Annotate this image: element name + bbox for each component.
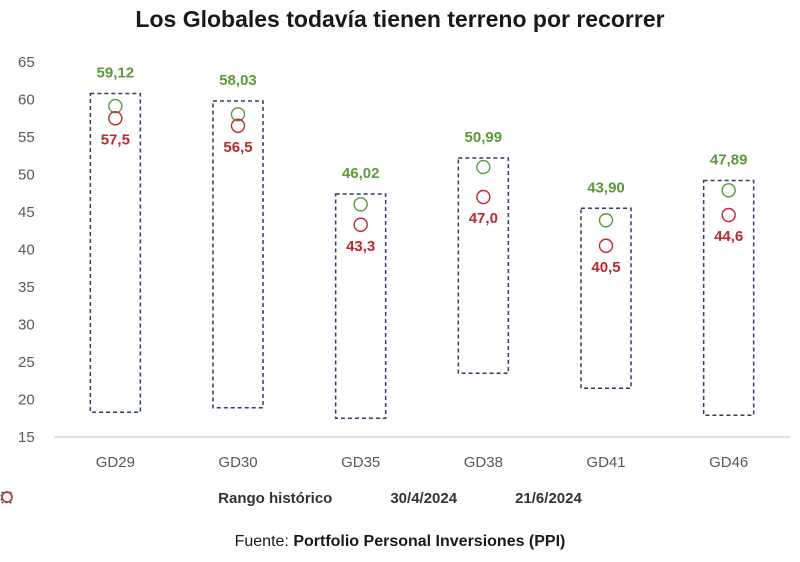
point-series-1 [598, 213, 614, 228]
data-label-series-1: 43,90 [587, 179, 625, 196]
range-box [457, 157, 510, 374]
point-series-2 [598, 238, 614, 253]
x-tick-label: GD29 [96, 454, 135, 471]
y-tick-label: 30 [18, 317, 35, 334]
chart-plot: 15 20 25 30 35 40 45 50 55 60 65 GD29 59,12 57,5 GD30 5… [18, 54, 790, 471]
range-box [334, 193, 387, 419]
legend-series-1-label: 30/4/2024 [390, 490, 458, 507]
x-tick-label: GD46 [709, 454, 748, 471]
x-tick-label: GD41 [586, 454, 625, 471]
point-series-1 [476, 159, 491, 175]
data-label-series-1: 59,12 [97, 65, 135, 82]
point-series-2 [476, 189, 491, 205]
y-tick-label: 60 [18, 92, 35, 109]
data-label-series-1: 46,02 [342, 165, 380, 182]
point-series-1 [108, 98, 123, 114]
range-box [212, 100, 264, 409]
legend-series-2-label: 21/6/2024 [515, 490, 582, 507]
y-tick-label: 45 [18, 204, 35, 221]
legend-item-range: Rango histórico [0, 490, 333, 507]
data-label-series-2: 47,0 [469, 210, 498, 227]
legend-item-series-2: 21/6/2024 [1, 490, 582, 507]
y-tick-label: 20 [18, 392, 35, 409]
y-tick-label: 25 [18, 354, 35, 371]
data-label-series-2: 43,3 [346, 238, 375, 255]
source-note: Fuente: Portfolio Personal Inversiones (… [0, 533, 800, 551]
chart-legend: Rango histórico 30/4/2024 21/6/2024 [0, 490, 800, 507]
point-series-1 [230, 107, 246, 122]
source-name: Portfolio Personal Inversiones (PPI) [293, 533, 566, 550]
data-label-series-2: 44,6 [714, 228, 743, 245]
range-box [580, 207, 632, 389]
y-tick-label: 40 [18, 242, 35, 259]
point-series-2 [108, 111, 123, 126]
data-label-series-2: 40,5 [591, 259, 620, 276]
y-tick-label: 35 [18, 279, 35, 296]
y-tick-label: 55 [18, 129, 35, 146]
x-tick-label: GD35 [341, 454, 380, 471]
x-tick-label: GD30 [218, 454, 257, 471]
data-label-series-1: 50,99 [465, 129, 503, 146]
source-prefix: Fuente: [234, 533, 294, 550]
y-tick-label: 65 [18, 54, 35, 71]
point-series-2 [721, 207, 736, 223]
range-box [702, 179, 755, 416]
point-series-2 [230, 118, 246, 133]
range-box [89, 92, 142, 413]
data-label-series-2: 56,5 [223, 139, 252, 156]
legend-item-series-1: 30/4/2024 [1, 490, 458, 507]
point-series-1 [353, 197, 368, 212]
data-label-series-1: 47,89 [710, 152, 748, 169]
y-tick-label: 15 [18, 429, 35, 446]
x-tick-label: GD38 [464, 454, 503, 471]
legend-series-2-marker [1, 491, 13, 503]
y-tick-label: 50 [18, 167, 35, 184]
legend-range-label: Rango histórico [218, 490, 333, 507]
data-label-series-2: 57,5 [101, 131, 130, 148]
data-label-series-1: 58,03 [219, 72, 257, 89]
chart-title: Los Globales todavía tienen terreno por … [135, 6, 665, 32]
point-series-1 [721, 183, 736, 198]
point-series-2 [353, 217, 368, 232]
